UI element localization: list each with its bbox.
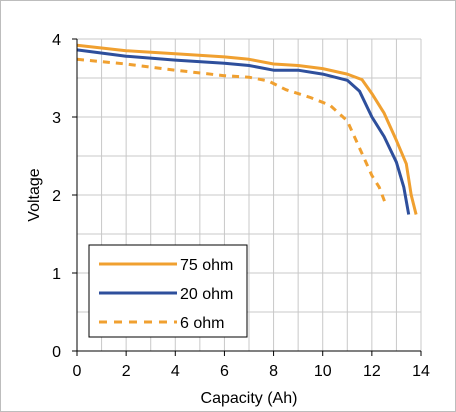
x-tick-label: 10 <box>314 363 332 380</box>
grid-lines <box>76 38 422 352</box>
x-tick-label: 8 <box>269 363 278 380</box>
x-tick-label: 6 <box>220 363 229 380</box>
legend-label-1: 20 ohm <box>180 286 233 303</box>
x-tick-label: 14 <box>412 363 430 380</box>
legend-label-2: 6 ohm <box>180 315 224 332</box>
x-tick-label: 12 <box>363 363 381 380</box>
y-tick-label: 2 <box>52 188 61 205</box>
x-tick-label: 4 <box>171 363 180 380</box>
series-lines <box>76 43 418 215</box>
y-tick-label: 0 <box>52 344 61 361</box>
y-axis-label: Voltage <box>26 168 43 221</box>
x-tick-label: 2 <box>122 363 131 380</box>
y-tick-label: 4 <box>52 32 61 49</box>
axes <box>72 38 422 356</box>
series-line-0 <box>76 43 418 215</box>
y-tick-label: 1 <box>52 266 61 283</box>
series-line-1 <box>76 48 411 215</box>
x-axis-label: Capacity (Ah) <box>201 390 298 407</box>
y-tick-label: 3 <box>52 110 61 127</box>
legend-label-0: 75 ohm <box>180 257 233 274</box>
x-tick-label: 0 <box>73 363 82 380</box>
legend: 75 ohm 20 ohm 6 ohm <box>88 244 248 338</box>
series-line-2 <box>76 57 389 208</box>
